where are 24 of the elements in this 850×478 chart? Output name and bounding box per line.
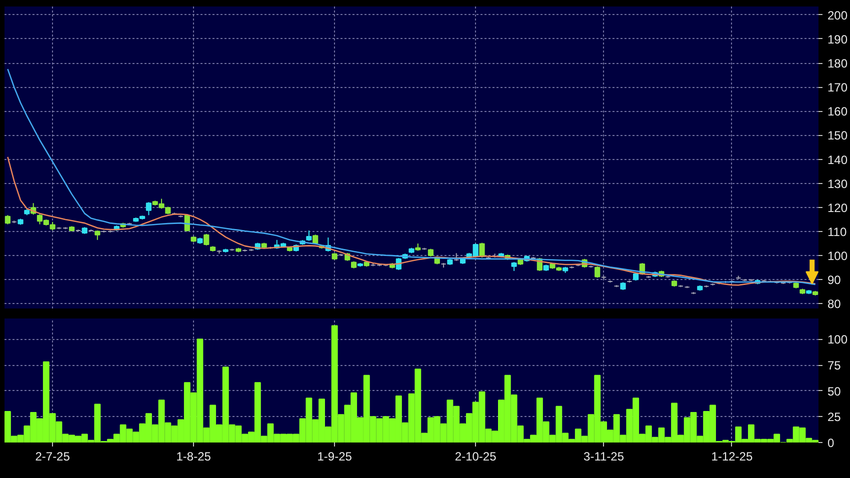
y-tick-label: 150 <box>828 128 848 143</box>
y-tick-label: 25 <box>828 410 842 424</box>
x-tick-label: 1-9-25 <box>317 450 352 464</box>
y-tick-label: 160 <box>828 104 848 119</box>
y-tick-label: 170 <box>828 80 848 95</box>
y-tick-label: 180 <box>828 56 848 71</box>
y-tick-label: 0 <box>828 436 834 450</box>
y-tick-label: 110 <box>828 224 847 239</box>
y-tick-label: 100 <box>828 332 848 347</box>
x-tick-label: 3-11-25 <box>584 450 624 464</box>
y-tick-label: 100 <box>828 249 848 264</box>
x-tick-label: 2-10-25 <box>454 450 497 464</box>
y-tick-label: 75 <box>828 358 842 372</box>
y-tick-label: 120 <box>828 200 848 215</box>
y-tick-label: 200 <box>828 8 848 22</box>
y-tick-label: 50 <box>828 384 842 398</box>
y-tick-label: 190 <box>828 32 848 46</box>
y-tick-label: 140 <box>828 152 848 167</box>
y-tick-label: 80 <box>828 297 842 312</box>
x-tick-label: 1-8-25 <box>176 450 212 464</box>
y-tick-label: 90 <box>828 273 842 288</box>
x-tick-label: 1-12-25 <box>711 450 753 464</box>
y-tick-label: 130 <box>828 176 848 191</box>
x-tick-label: 2-7-25 <box>35 450 70 464</box>
